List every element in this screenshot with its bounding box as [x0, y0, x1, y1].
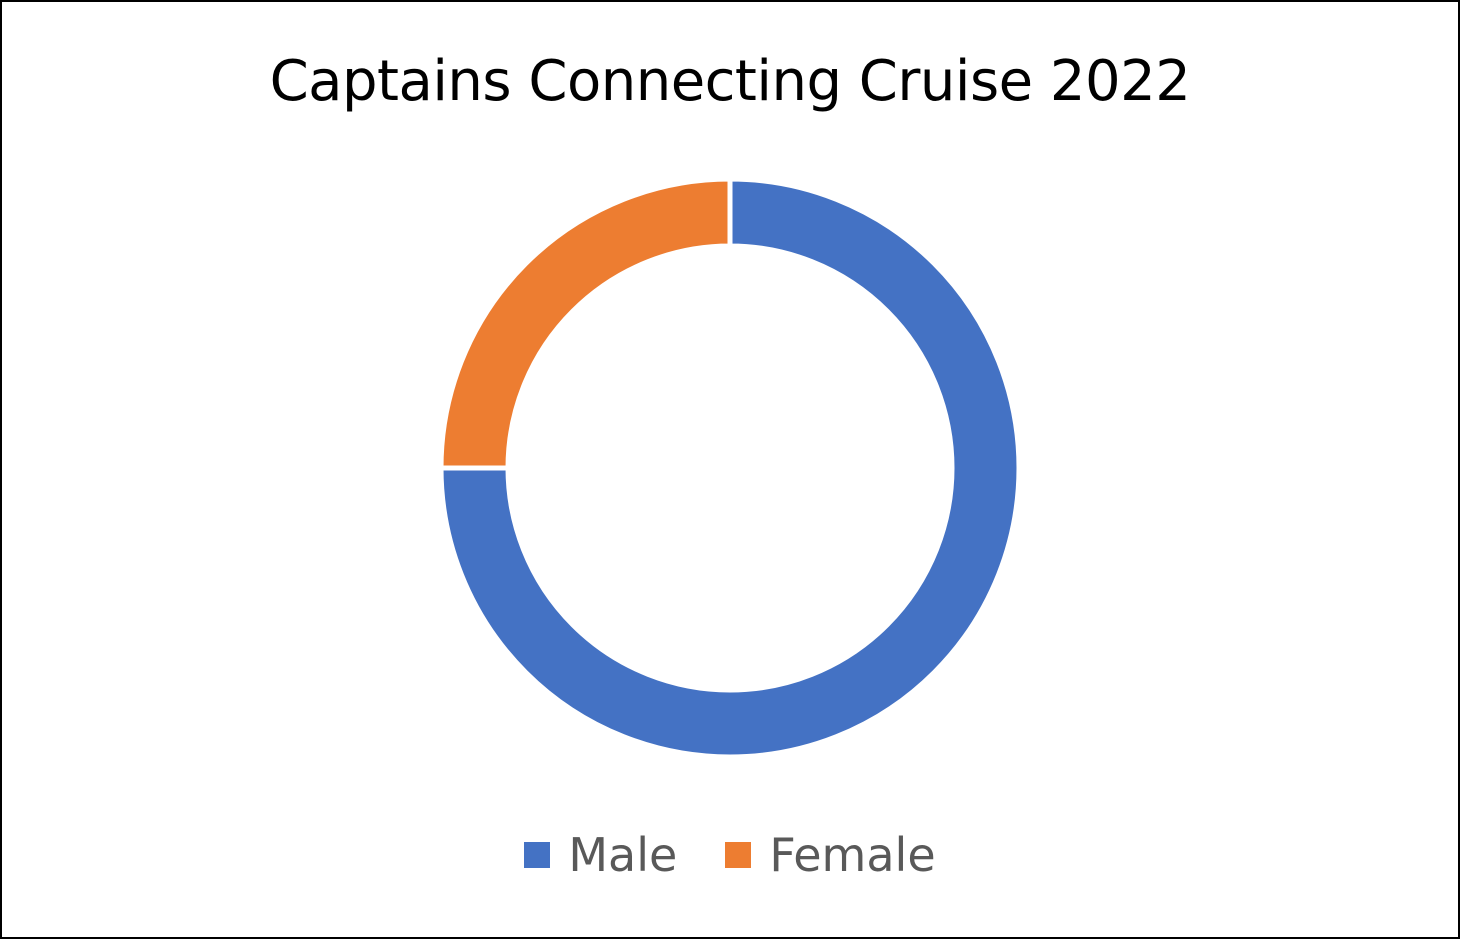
- legend-swatch-female: [725, 842, 752, 868]
- legend-swatch-male: [524, 842, 551, 868]
- legend-item-male: Male: [524, 828, 677, 882]
- legend-label-female: Female: [769, 828, 936, 882]
- chart-title: Captains Connecting Cruise 2022: [269, 49, 1191, 114]
- legend-label-male: Male: [568, 828, 678, 882]
- legend-item-female: Female: [725, 828, 936, 882]
- legend: Male Female: [0, 828, 1460, 882]
- donut-slice-male: [438, 176, 1022, 760]
- donut-slice-female: [438, 176, 733, 471]
